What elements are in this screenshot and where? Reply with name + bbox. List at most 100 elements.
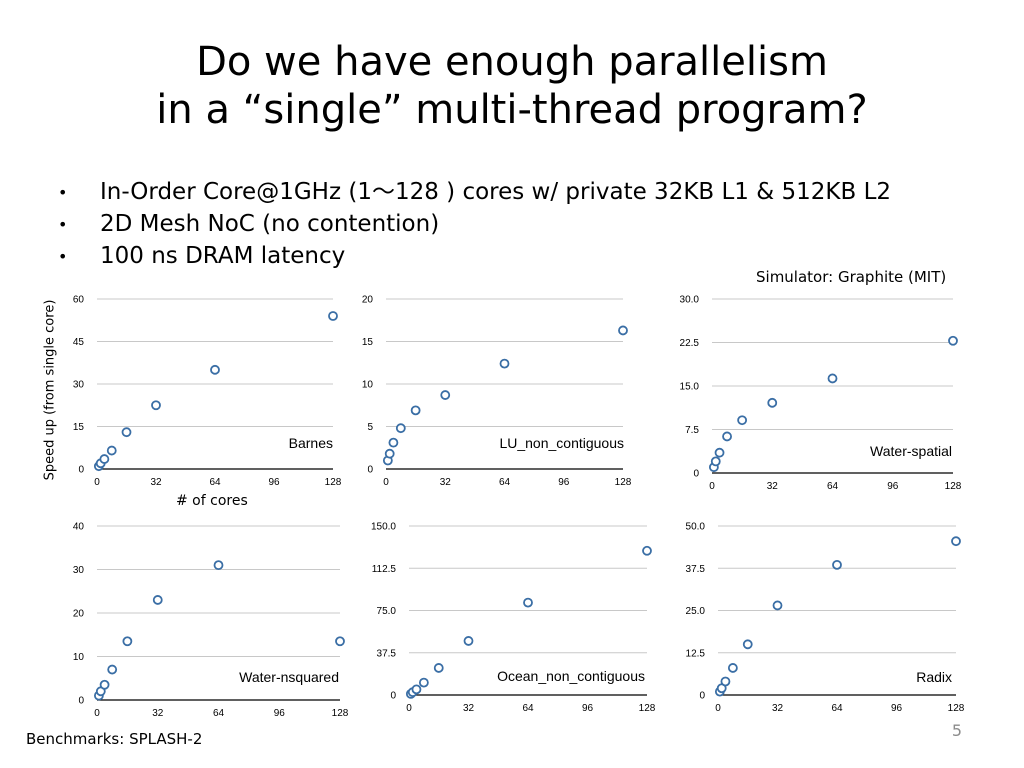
bullet-item: • 2D Mesh NoC (no contention) <box>58 208 891 240</box>
simulator-note: Simulator: Graphite (MIT) <box>756 268 947 286</box>
data-point <box>737 415 748 426</box>
bullet-dot: • <box>58 182 68 202</box>
chart-barnes: 0 15 30 45 60 0 32 64 96 128 Barnes <box>73 295 342 489</box>
data-point <box>152 595 163 605</box>
x-tick-label: 64 <box>827 481 839 492</box>
x-tick-label: 128 <box>325 477 342 488</box>
benchmark-label: Ocean_non_contiguous <box>497 668 645 684</box>
x-tick-label: 0 <box>94 477 100 488</box>
x-tick-label: 0 <box>715 703 721 714</box>
y-tick-label: 25.0 <box>686 606 706 617</box>
y-tick-label: 30 <box>73 565 85 576</box>
x-tick-label: 0 <box>709 481 715 492</box>
data-point <box>433 663 444 673</box>
y-tick-label: 15.0 <box>680 382 700 393</box>
x-tick-label: 32 <box>767 481 779 492</box>
data-point <box>121 427 132 438</box>
data-point <box>122 636 133 647</box>
y-tick-label: 75.0 <box>377 606 397 617</box>
x-tick-label: 64 <box>213 708 225 719</box>
bullet-dot: • <box>58 246 68 266</box>
bullet-text: In-Order Core@1GHz (1～128 ) cores w/ pri… <box>100 179 892 205</box>
y-tick-label: 7.5 <box>685 425 699 436</box>
data-point <box>99 454 110 464</box>
x-axis-label: # of cores <box>176 493 248 509</box>
y-tick-label: 150.0 <box>371 522 396 533</box>
x-tick-label: 0 <box>94 708 100 719</box>
bullet-text: 100 ns DRAM latency <box>100 243 346 269</box>
y-tick-label: 20 <box>362 295 374 306</box>
y-tick-label: 5 <box>367 422 373 433</box>
y-tick-label: 0 <box>78 696 84 707</box>
y-tick-label: 30.0 <box>680 295 700 306</box>
data-point <box>767 397 778 408</box>
x-tick-label: 32 <box>463 703 475 714</box>
data-point <box>710 456 721 467</box>
x-tick-label: 128 <box>639 703 656 714</box>
y-tick-label: 10 <box>362 380 374 391</box>
bullet-text: 2D Mesh NoC (no contention) <box>100 211 440 237</box>
data-point <box>388 437 399 448</box>
data-point <box>948 335 958 346</box>
data-point <box>411 684 422 695</box>
x-tick-label: 128 <box>615 477 632 488</box>
data-point <box>440 390 451 400</box>
y-tick-label: 60 <box>73 295 85 306</box>
y-tick-label: 12.5 <box>686 648 706 659</box>
x-tick-label: 32 <box>440 477 452 488</box>
data-point <box>151 400 161 411</box>
data-point <box>642 545 652 556</box>
x-tick-label: 96 <box>582 703 594 714</box>
data-point <box>832 559 842 570</box>
data-point <box>328 311 338 321</box>
benchmark-label: Water-spatial <box>870 443 952 459</box>
benchmark-label: Radix <box>916 669 952 685</box>
chart-water-spatial: 0 7.5 15.0 22.5 30.0 0 32 64 96 128 Water-spatial <box>680 295 962 493</box>
y-tick-label: 37.5 <box>686 564 706 575</box>
data-point <box>722 431 732 442</box>
x-tick-label: 128 <box>948 703 965 714</box>
benchmark-label: Water-nsquared <box>239 669 339 685</box>
bullet-dot: • <box>58 214 68 234</box>
y-tick-label: 30 <box>73 380 85 391</box>
data-point <box>418 677 429 688</box>
bullet-list: • In-Order Core@1GHz (1～128 ) cores w/ pr… <box>58 176 891 272</box>
x-tick-label: 32 <box>772 703 784 714</box>
data-point <box>395 423 406 434</box>
data-point <box>772 600 783 611</box>
x-tick-label: 128 <box>332 708 349 719</box>
benchmark-label: Barnes <box>289 435 333 451</box>
chart-ocean-non-contiguous: 0 37.5 75.0 112.5 150.0 0 32 64 96 128 Ocean_non_c… <box>371 522 656 715</box>
data-point <box>210 364 220 375</box>
title-line-2: in a “single” multi-thread program? <box>156 87 868 133</box>
y-tick-label: 10 <box>73 652 85 663</box>
data-point <box>951 536 961 547</box>
data-point <box>410 405 421 416</box>
y-tick-label: 0 <box>367 465 373 476</box>
data-point <box>384 448 395 459</box>
chart-lu-non-contiguous: 0 5 10 15 20 0 32 64 96 128 LU_non_contiguous <box>362 295 632 489</box>
x-tick-label: 96 <box>891 703 903 714</box>
data-point <box>714 447 725 458</box>
data-point <box>827 373 838 384</box>
x-tick-label: 32 <box>150 477 162 488</box>
y-tick-label: 0 <box>699 691 705 702</box>
data-point <box>106 445 117 456</box>
x-tick-label: 64 <box>522 703 534 714</box>
data-point <box>618 325 628 336</box>
x-tick-label: 32 <box>152 708 164 719</box>
x-tick-label: 64 <box>831 703 843 714</box>
x-tick-label: 96 <box>887 481 899 492</box>
title-line-1: Do we have enough parallelism <box>196 39 828 85</box>
y-tick-label: 37.5 <box>377 648 397 659</box>
data-point <box>463 636 474 646</box>
data-point <box>523 597 533 608</box>
y-tick-label: 45 <box>73 337 85 348</box>
data-point <box>107 664 118 675</box>
data-point <box>213 560 224 571</box>
data-point <box>335 636 345 647</box>
y-tick-label: 15 <box>73 422 85 433</box>
y-tick-label: 112.5 <box>372 564 397 575</box>
x-tick-label: 96 <box>274 708 286 719</box>
